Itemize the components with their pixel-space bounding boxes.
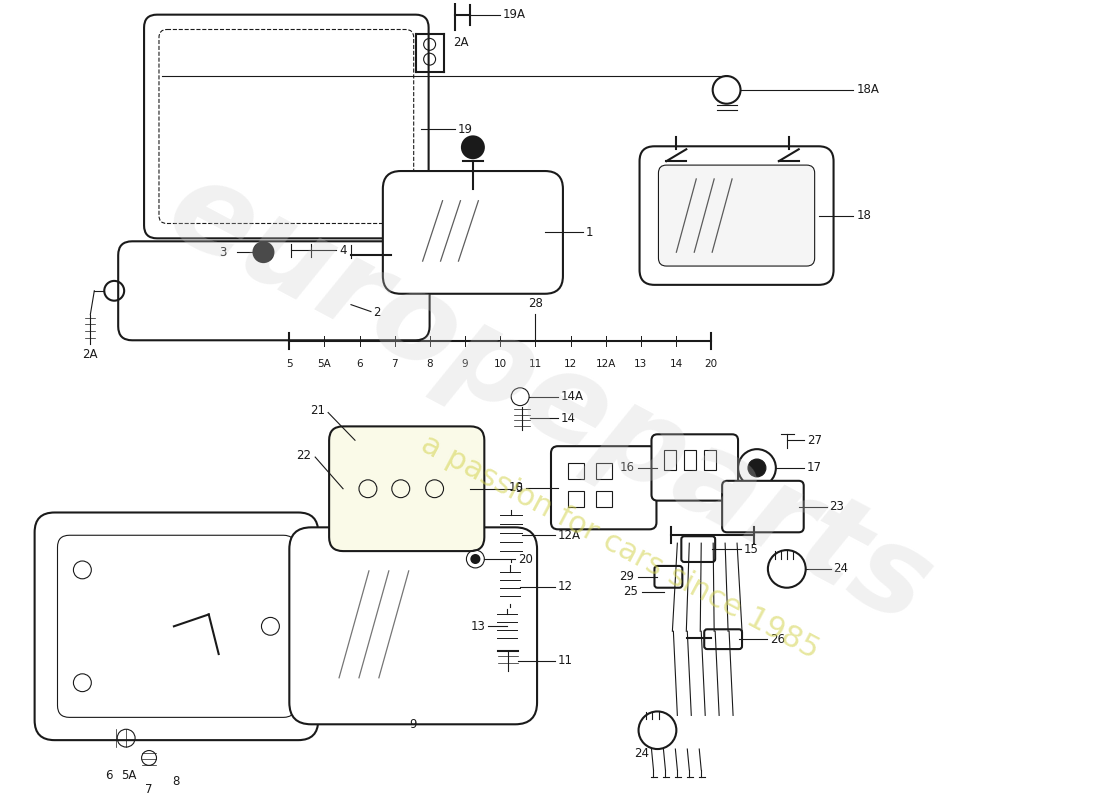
Bar [684, 450, 696, 470]
Text: 2: 2 [373, 306, 381, 319]
FancyBboxPatch shape [329, 426, 484, 551]
Text: 11: 11 [558, 654, 573, 667]
Text: 14A: 14A [561, 390, 584, 403]
Text: 17: 17 [806, 462, 822, 474]
Text: 7: 7 [145, 783, 153, 796]
Text: 1: 1 [586, 226, 593, 239]
FancyBboxPatch shape [651, 434, 738, 501]
FancyBboxPatch shape [34, 513, 318, 740]
FancyBboxPatch shape [639, 146, 834, 285]
Bar [664, 450, 676, 470]
Text: 19A: 19A [503, 8, 525, 21]
Bar [596, 463, 612, 479]
Text: 6: 6 [356, 359, 363, 369]
Text: 6: 6 [106, 770, 113, 782]
FancyBboxPatch shape [551, 446, 657, 530]
FancyBboxPatch shape [144, 14, 429, 238]
Text: 28: 28 [528, 297, 542, 310]
Text: 11: 11 [529, 359, 542, 369]
Text: 21: 21 [310, 404, 326, 417]
Text: 24: 24 [634, 746, 649, 759]
Text: 2A: 2A [453, 36, 469, 49]
Text: 15: 15 [744, 542, 759, 556]
Text: 27: 27 [806, 434, 822, 446]
Text: 5A: 5A [121, 770, 136, 782]
Text: 26: 26 [770, 633, 785, 646]
Text: europeparts: europeparts [148, 149, 952, 649]
Text: 29: 29 [619, 570, 635, 583]
Text: 14: 14 [561, 412, 576, 425]
Text: 13: 13 [635, 359, 648, 369]
Text: 4: 4 [339, 244, 346, 257]
FancyBboxPatch shape [383, 171, 563, 294]
Circle shape [748, 459, 766, 477]
FancyBboxPatch shape [681, 536, 715, 562]
FancyBboxPatch shape [289, 527, 537, 724]
Text: 8: 8 [173, 775, 180, 788]
Text: 10: 10 [508, 482, 524, 494]
Text: 8: 8 [427, 359, 433, 369]
Text: 12A: 12A [558, 529, 581, 542]
FancyBboxPatch shape [704, 630, 742, 649]
Text: 16: 16 [619, 462, 635, 474]
Bar [568, 490, 584, 506]
Text: 25: 25 [623, 585, 638, 598]
FancyBboxPatch shape [160, 30, 414, 223]
Text: 13: 13 [471, 620, 485, 633]
Text: 5: 5 [515, 482, 522, 495]
Text: 7: 7 [392, 359, 398, 369]
FancyBboxPatch shape [57, 535, 295, 718]
Text: 23: 23 [829, 500, 845, 513]
Text: 14: 14 [670, 359, 683, 369]
Circle shape [472, 555, 480, 563]
Circle shape [462, 136, 484, 158]
Text: 5A: 5A [318, 359, 331, 369]
Text: 5: 5 [286, 359, 293, 369]
FancyBboxPatch shape [654, 566, 682, 588]
Text: 20: 20 [518, 553, 534, 566]
Text: 12: 12 [564, 359, 578, 369]
Text: 10: 10 [494, 359, 507, 369]
Text: 3: 3 [219, 246, 227, 258]
Text: 24: 24 [834, 562, 848, 575]
Text: 9: 9 [462, 359, 469, 369]
FancyBboxPatch shape [722, 481, 804, 532]
Text: 9: 9 [409, 718, 417, 731]
Text: 12A: 12A [595, 359, 616, 369]
FancyBboxPatch shape [659, 165, 815, 266]
Text: 2A: 2A [82, 348, 98, 361]
Text: 20: 20 [705, 359, 717, 369]
Text: 18A: 18A [857, 83, 879, 96]
Bar [704, 450, 716, 470]
Text: 22: 22 [296, 449, 311, 462]
Text: 19: 19 [458, 123, 473, 136]
Bar [596, 490, 612, 506]
Text: 18: 18 [857, 209, 871, 222]
Text: 12: 12 [558, 580, 573, 594]
FancyBboxPatch shape [118, 242, 430, 340]
Text: a passion for cars since 1985: a passion for cars since 1985 [416, 430, 824, 665]
Circle shape [253, 242, 274, 262]
Bar [568, 463, 584, 479]
